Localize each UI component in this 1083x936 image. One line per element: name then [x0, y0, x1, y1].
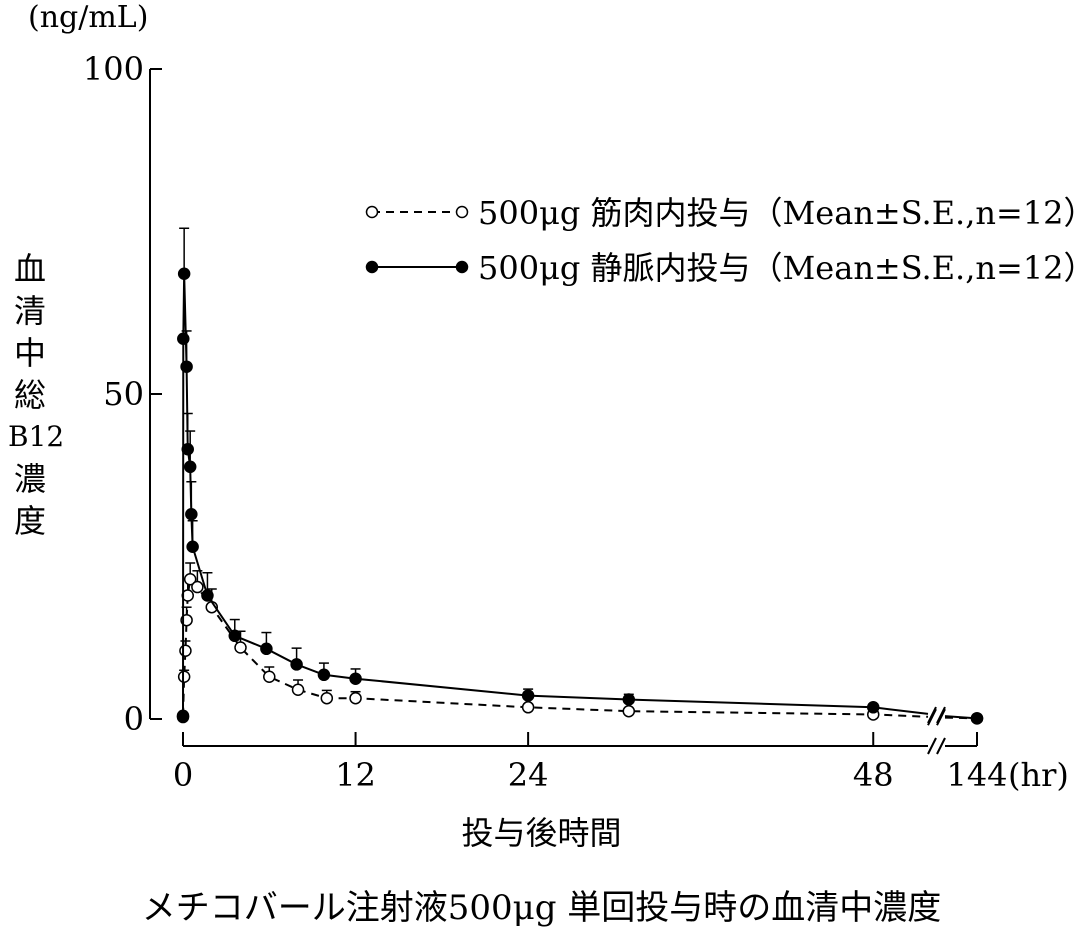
axis-break-mark: [936, 737, 946, 755]
data-point: [866, 701, 880, 714]
data-point: [177, 332, 190, 345]
series-line: [182, 273, 929, 718]
data-point: [622, 693, 636, 706]
y-tick-label: 100: [83, 50, 144, 88]
x-axis-title: 投与後時間: [461, 814, 622, 852]
y-tick-label: 0: [124, 700, 144, 738]
y-axis-title-char: 総: [13, 376, 46, 414]
legend-marker: [365, 260, 379, 274]
data-point: [349, 691, 362, 705]
data-point: [260, 642, 273, 656]
y-axis-title-char: 清: [13, 292, 46, 330]
data-point: [185, 508, 198, 521]
data-point: [177, 267, 191, 280]
x-tick-label: 48: [853, 756, 894, 794]
y-axis-title-char: 濃: [13, 460, 46, 498]
data-point: [317, 668, 331, 682]
data-point: [228, 629, 242, 643]
axis-break-mark: [927, 737, 937, 755]
legend-marker: [365, 205, 379, 219]
series-break-mark: [927, 706, 937, 724]
y-axis-title-char: 中: [13, 334, 46, 372]
y-axis-title-char: 血: [13, 250, 46, 288]
data-point: [191, 580, 204, 594]
x-tick-label: 24: [508, 756, 549, 794]
data-point: [521, 701, 535, 714]
y-tick-label: 50: [103, 375, 144, 413]
legend-label: 500μg 静脈内投与（Mean±S.E.,n=12）: [478, 249, 1083, 287]
legend-marker: [455, 260, 469, 274]
x-unit-label: (hr): [1008, 756, 1069, 794]
chart-title: メチコバール注射液500μg 単回投与時の血清中濃度: [141, 888, 942, 928]
data-point: [176, 710, 190, 724]
data-point: [320, 691, 334, 705]
data-point: [970, 712, 984, 725]
x-tick-label: 144: [946, 756, 1007, 794]
data-point: [349, 672, 362, 685]
data-point: [234, 641, 247, 654]
x-tick-label: 0: [173, 756, 193, 794]
data-point: [622, 704, 636, 718]
data-point: [183, 573, 197, 586]
y-unit: (ng/mL): [28, 0, 149, 35]
series-break-mark: [936, 706, 946, 724]
data-point: [180, 360, 193, 373]
y-axis-title-char: 度: [13, 502, 46, 540]
data-point: [521, 689, 535, 702]
data-point: [263, 670, 276, 683]
data-point: [186, 540, 199, 553]
data-point: [291, 683, 305, 696]
data-point: [179, 644, 192, 657]
data-point: [183, 460, 197, 474]
legend-marker: [455, 205, 469, 219]
legend-label: 500μg 筋肉内投与（Mean±S.E.,n=12）: [478, 194, 1083, 232]
x-tick-label: 12: [335, 756, 376, 794]
data-point: [181, 443, 194, 456]
data-point: [177, 670, 191, 683]
series-line: [182, 577, 929, 718]
data-point: [290, 658, 303, 671]
data-point: [201, 589, 214, 602]
